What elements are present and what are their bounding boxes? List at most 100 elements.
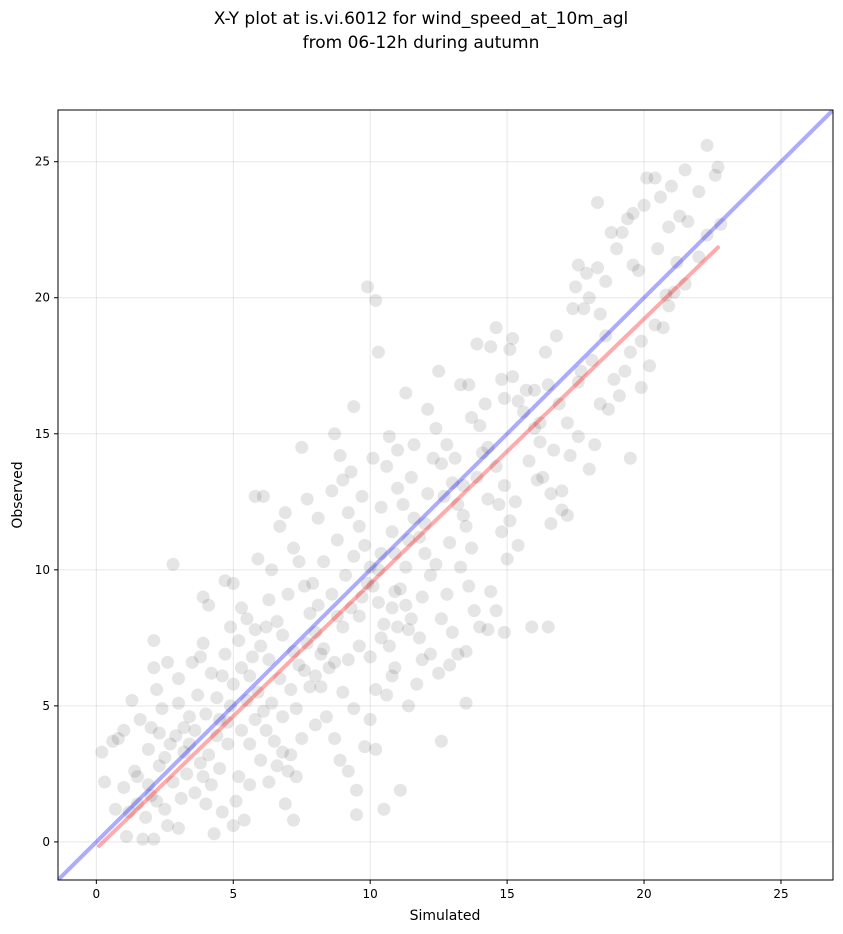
scatter-point	[240, 612, 254, 626]
scatter-point	[161, 819, 175, 833]
scatter-point	[341, 506, 355, 520]
scatter-point	[402, 533, 416, 547]
scatter-point	[393, 783, 407, 797]
scatter-point	[648, 171, 662, 185]
scatter-point	[503, 342, 517, 356]
scatter-point	[234, 601, 248, 615]
scatter-point	[325, 587, 339, 601]
scatter-point	[412, 530, 426, 544]
scatter-point	[267, 734, 281, 748]
scatter-point	[374, 546, 388, 560]
scatter-point	[555, 484, 569, 498]
scatter-point	[221, 715, 235, 729]
scatter-point	[423, 568, 437, 582]
scatter-point	[333, 753, 347, 767]
scatter-point	[593, 397, 607, 411]
scatter-point	[199, 707, 213, 721]
scatter-point	[380, 459, 394, 473]
scatter-point	[297, 663, 311, 677]
scatter-point	[150, 794, 164, 808]
scatter-point	[289, 702, 303, 716]
axis-ticks: 0 5 10 15 20 25 0 5 10 15 20 25	[35, 155, 789, 901]
scatter-point	[610, 242, 624, 256]
scatter-point	[185, 655, 199, 669]
scatter-point	[634, 334, 648, 348]
scatter-point	[465, 541, 479, 555]
scatter-point	[369, 742, 383, 756]
scatter-point	[229, 794, 243, 808]
scatter-point	[451, 647, 465, 661]
y-tick-label: 0	[42, 835, 50, 849]
scatter-point	[333, 449, 347, 463]
scatter-point	[234, 723, 248, 737]
scatter-point	[344, 465, 358, 479]
scatter-point	[566, 302, 580, 316]
scatter-point	[547, 443, 561, 457]
scatter-point	[445, 625, 459, 639]
scatter-point	[421, 402, 435, 416]
scatter-point	[396, 498, 410, 512]
scatter-point	[130, 770, 144, 784]
scatter-point	[481, 440, 495, 454]
scatter-point	[412, 631, 426, 645]
scatter-point	[492, 498, 506, 512]
y-tick-label: 20	[35, 291, 50, 305]
scatter-point	[454, 560, 468, 574]
scatter-point	[511, 394, 525, 408]
scatter-point	[317, 555, 331, 569]
scatter-point	[363, 650, 377, 664]
scatter-point	[152, 759, 166, 773]
scatter-point	[204, 778, 218, 792]
scatter-point	[664, 179, 678, 193]
scatter-point	[662, 299, 676, 313]
scatter-point	[182, 710, 196, 724]
scatter-point	[382, 639, 396, 653]
scatter-point	[580, 266, 594, 280]
scatter-point	[497, 625, 511, 639]
scatter-point	[144, 789, 158, 803]
scatter-point	[656, 321, 670, 335]
scatter-point	[522, 454, 536, 468]
scatter-point	[226, 819, 240, 833]
scatter-point	[237, 813, 251, 827]
scatter-point	[224, 699, 238, 713]
scatter-point	[533, 416, 547, 430]
scatter-point	[623, 345, 637, 359]
scatter-point	[393, 582, 407, 596]
scatter-point	[270, 615, 284, 629]
scatter-points	[95, 138, 728, 846]
scatter-point	[497, 391, 511, 405]
scatter-point	[708, 168, 722, 182]
scatter-point	[651, 242, 665, 256]
scatter-point	[473, 620, 487, 634]
scatter-point	[360, 576, 374, 590]
scatter-point	[371, 345, 385, 359]
scatter-point	[141, 778, 155, 792]
scatter-point	[511, 538, 525, 552]
scatter-point	[306, 576, 320, 590]
scatter-point	[569, 280, 583, 294]
scatter-point	[459, 519, 473, 533]
scatter-point	[161, 655, 175, 669]
scatter-point	[541, 378, 555, 392]
scatter-point	[612, 389, 626, 403]
scatter-point	[311, 511, 325, 525]
scatter-point	[248, 712, 262, 726]
scatter-point	[248, 623, 262, 637]
scatter-point	[495, 525, 509, 539]
scatter-point	[226, 677, 240, 691]
scatter-point	[117, 780, 131, 794]
scatter-point	[130, 797, 144, 811]
y-tick-label: 10	[35, 563, 50, 577]
scatter-point	[538, 345, 552, 359]
scatter-point	[434, 734, 448, 748]
scatter-point	[311, 598, 325, 612]
scatter-point	[139, 810, 153, 824]
scatter-point	[188, 786, 202, 800]
scatter-point	[355, 590, 369, 604]
scatter-point	[560, 416, 574, 430]
scatter-point	[700, 138, 714, 152]
scatter-point	[623, 451, 637, 465]
scatter-point	[265, 696, 279, 710]
scatter-point	[363, 560, 377, 574]
